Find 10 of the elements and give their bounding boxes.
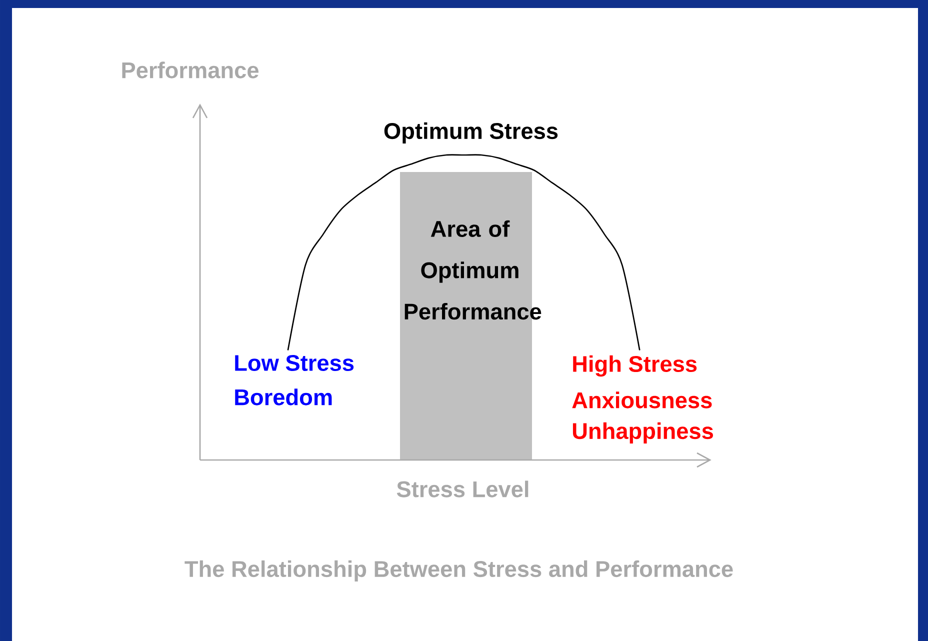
- text: Optimum Stress: [384, 122, 558, 144]
- y-axis-title: Performance: [122, 62, 259, 78]
- annotation: Boredom: [235, 388, 332, 406]
- annotation: Unhappiness: [572, 422, 713, 444]
- x-axis-title: Stress Level: [396, 480, 528, 498]
- annotation: Low Stress: [235, 354, 354, 372]
- annotation: High Stress: [573, 355, 697, 377]
- text: The Relationship Between Stress and Performance: [184, 560, 733, 582]
- annotation: Area of Optimum Performance: [404, 220, 542, 320]
- annotation: Anxiousness: [572, 392, 712, 408]
